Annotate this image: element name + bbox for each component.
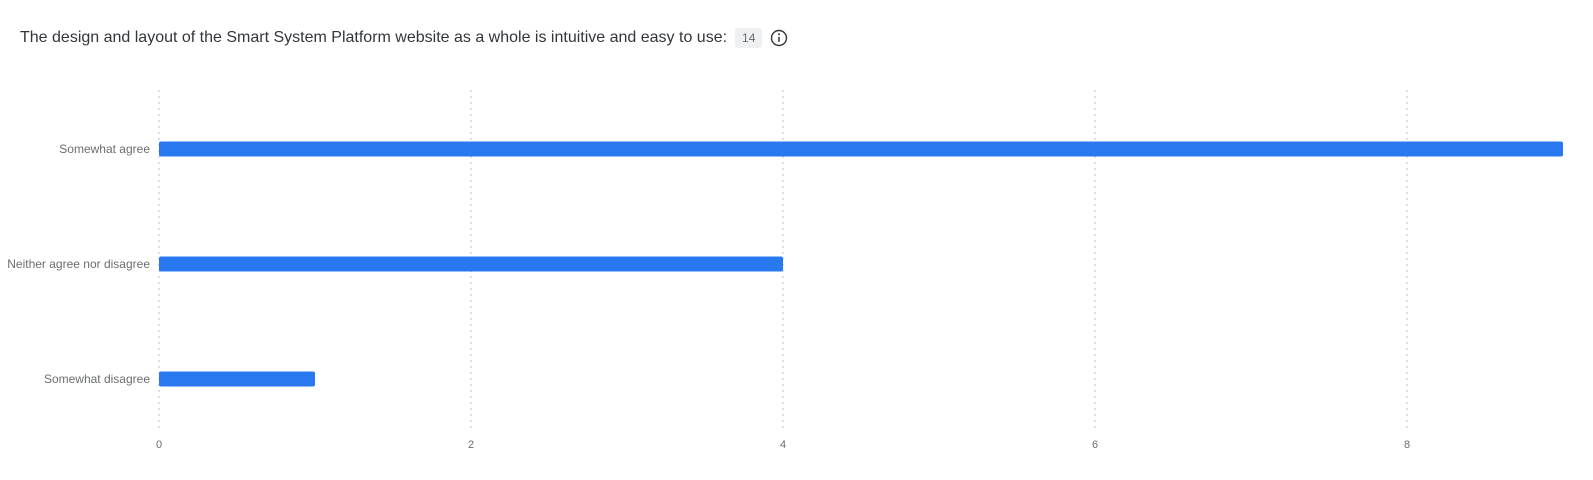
- bar: [159, 141, 1563, 157]
- bar: [159, 256, 783, 272]
- response-count-badge: 14: [735, 28, 763, 48]
- bar: [159, 371, 315, 387]
- question-title: The design and layout of the Smart Syste…: [20, 29, 728, 46]
- category-label: Somewhat disagree: [44, 372, 150, 386]
- x-tick-label: 0: [156, 439, 162, 451]
- x-tick-label: 4: [780, 439, 786, 451]
- category-label: Neither agree nor disagree: [7, 257, 150, 271]
- question-header: The design and layout of the Smart Syste…: [20, 26, 788, 50]
- x-tick-label: 2: [468, 439, 474, 451]
- x-tick-label: 8: [1404, 439, 1410, 451]
- x-tick-label: 6: [1092, 439, 1098, 451]
- category-label: Somewhat agree: [59, 142, 150, 156]
- info-icon[interactable]: [770, 29, 788, 47]
